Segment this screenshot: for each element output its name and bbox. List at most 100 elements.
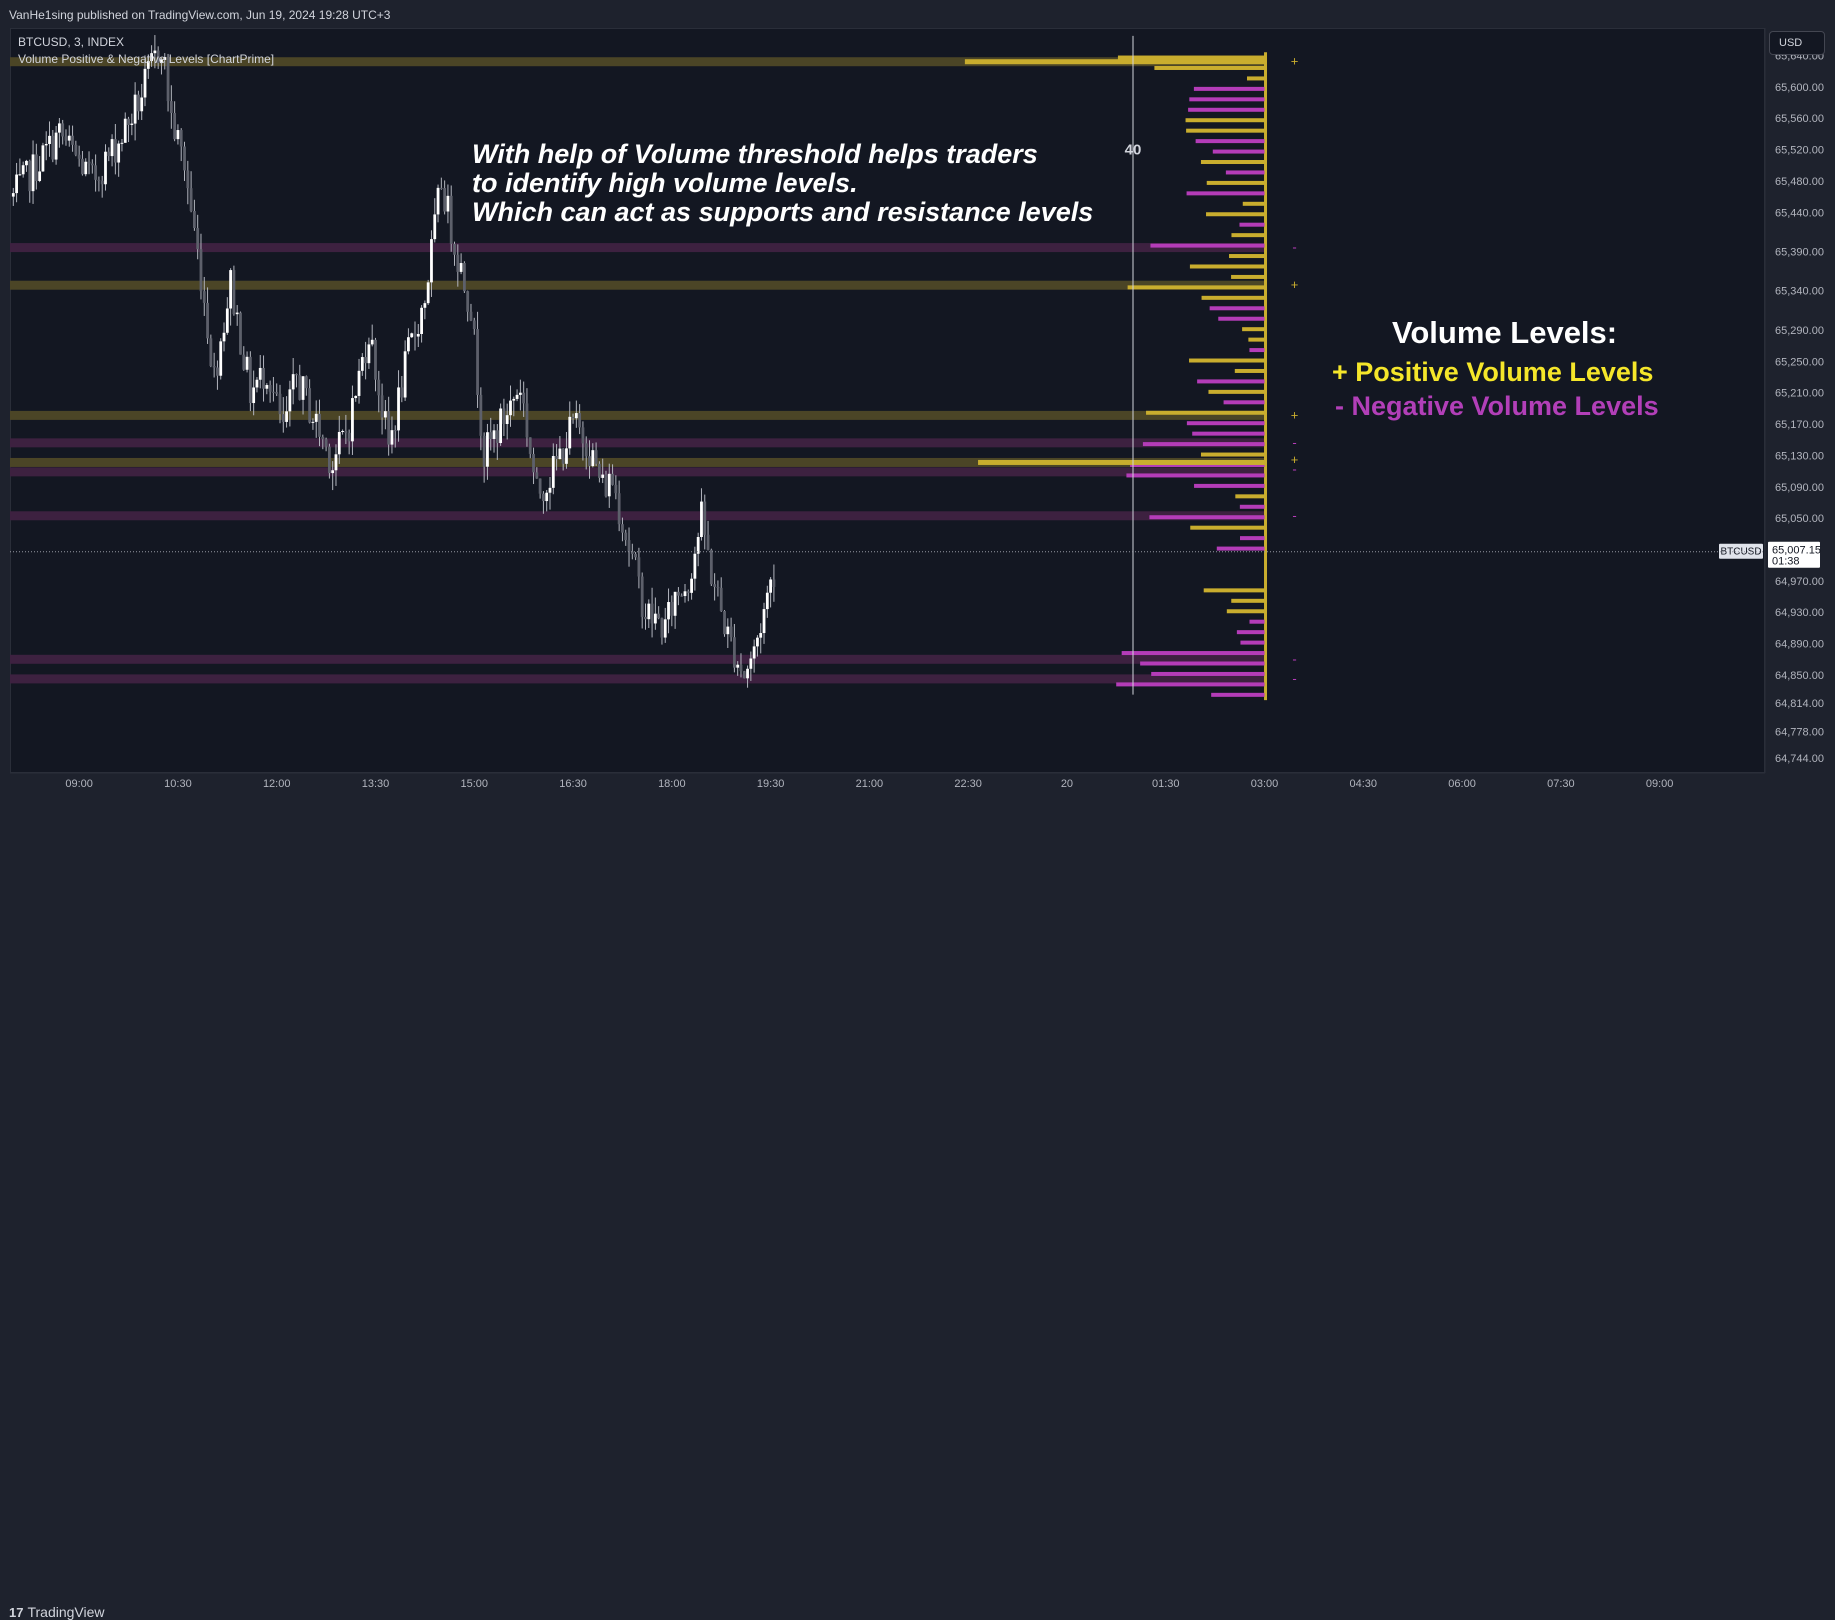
candle-body [331, 470, 335, 474]
candle-body [34, 154, 38, 181]
candle-body [472, 320, 476, 329]
candle-body [486, 432, 489, 467]
top-bar: VanHe1sing published on TradingView.com,… [0, 0, 1835, 28]
candle-body [130, 123, 134, 125]
candle-body [660, 618, 664, 638]
candle-body [604, 474, 608, 497]
candle-body [321, 436, 325, 440]
candle-body [624, 532, 628, 541]
indicator-legend[interactable]: Volume Positive & Negative Levels [Chart… [18, 52, 275, 66]
level-sign-4: - [1292, 435, 1296, 450]
candle-body [522, 392, 526, 404]
annotation-line-3: Which can act as supports and resistance… [472, 197, 1094, 227]
time-axis: 09:00 10:30 12:00 13:30 15:00 16:30 18:00 19:30… [10, 772, 1765, 790]
y-tick-label: 65,130.00 [1775, 450, 1824, 462]
candle-body [591, 450, 595, 467]
profile-bar-15 [1206, 212, 1265, 217]
y-tick-label: 65,290.00 [1775, 325, 1824, 337]
candle-body [410, 333, 414, 338]
candle-body [512, 398, 516, 401]
candle-body [262, 367, 265, 389]
current-price-box[interactable] [1768, 541, 1820, 568]
profile-bar-36 [1192, 431, 1265, 436]
candle-body [703, 501, 707, 535]
candle-body [153, 50, 157, 54]
candle-body [713, 584, 717, 587]
candle-body [680, 595, 684, 597]
profile-bar-13 [1186, 191, 1265, 196]
profile-bar-29 [1189, 358, 1265, 363]
candle-body [77, 154, 81, 159]
y-tick-label: 65,390.00 [1775, 247, 1824, 259]
profile-bar-26 [1242, 327, 1265, 332]
candle-body [397, 387, 400, 431]
candle-body [51, 135, 55, 160]
level-sign-9: - [1292, 671, 1296, 686]
candle-body [97, 179, 101, 181]
candle-body [127, 118, 130, 125]
candle-body [759, 633, 763, 638]
candle-body [285, 411, 288, 422]
negative-levels-label: - Negative Volume Levels [1335, 391, 1659, 421]
candle-body [462, 263, 466, 292]
chart-area[interactable] [10, 28, 1765, 773]
x-tick-label: 12:00 [263, 778, 291, 790]
candle-body [160, 59, 163, 64]
candle-body [272, 391, 275, 393]
y-tick-label: 64,890.00 [1775, 639, 1824, 651]
profile-bar-53 [1226, 609, 1265, 614]
candle-body [265, 385, 269, 389]
level-sign-6: - [1292, 462, 1296, 477]
profile-bar-35 [1186, 421, 1265, 426]
candle-body [275, 392, 279, 394]
candle-body [433, 214, 437, 240]
profile-bar-14 [1242, 201, 1265, 206]
profile-bar-12 [1206, 180, 1265, 185]
candle-body [657, 613, 661, 619]
x-tick-label: 03:00 [1251, 778, 1279, 790]
profile-bar-52 [1231, 598, 1265, 603]
candle-body [617, 493, 621, 525]
profile-bar-47 [1216, 546, 1265, 551]
chart-overlays: 40 [10, 35, 1765, 695]
candle-body [383, 411, 387, 418]
profile-bar-57 [1121, 651, 1265, 656]
candle-body [594, 450, 598, 464]
candle-body [571, 416, 575, 419]
candle-body [762, 609, 766, 634]
candle-body [301, 376, 305, 400]
x-tick-label: 07:30 [1547, 778, 1575, 790]
annotation-text: With help of Volume threshold helps trad… [472, 140, 1093, 227]
candle-body [653, 613, 657, 624]
y-tick-label: 65,250.00 [1775, 356, 1824, 368]
symbol-legend[interactable]: BTCUSD, 3, INDEX [18, 35, 125, 49]
volume-band-8 [10, 654, 1265, 664]
tradingview-logo[interactable]: 17 TradingView [9, 1604, 105, 1620]
y-tick-label: 65,440.00 [1775, 207, 1824, 219]
candle-body [183, 146, 186, 171]
chart-svg[interactable]: +-++-+---- 65,640.0065,600.0065,560.0065… [0, 0, 1835, 832]
profile-bar-32 [1208, 389, 1265, 394]
candle-body [532, 453, 535, 473]
candle-body [192, 210, 196, 229]
level-sign-7: - [1292, 508, 1296, 523]
profile-bar-1 [1154, 65, 1265, 70]
candle-body [81, 158, 84, 175]
candle-body [248, 356, 252, 404]
profile-bar-55 [1236, 630, 1265, 635]
candle-body [219, 341, 223, 376]
candle-body [235, 312, 239, 315]
volume-band-9 [10, 674, 1265, 684]
candle-body [100, 180, 104, 185]
volume-band-7 [10, 511, 1265, 521]
candle-body [466, 291, 470, 312]
positive-levels-label: + Positive Volume Levels [1332, 357, 1654, 387]
profile-bar-27 [1248, 337, 1265, 342]
current-price-countdown: 01:38 [1772, 556, 1800, 568]
candle-body [597, 463, 601, 478]
candle-body [202, 291, 206, 303]
currency-button[interactable]: USD [1769, 31, 1825, 55]
candle-body [545, 492, 549, 502]
candle-body [87, 161, 91, 164]
candle-body [393, 430, 397, 432]
